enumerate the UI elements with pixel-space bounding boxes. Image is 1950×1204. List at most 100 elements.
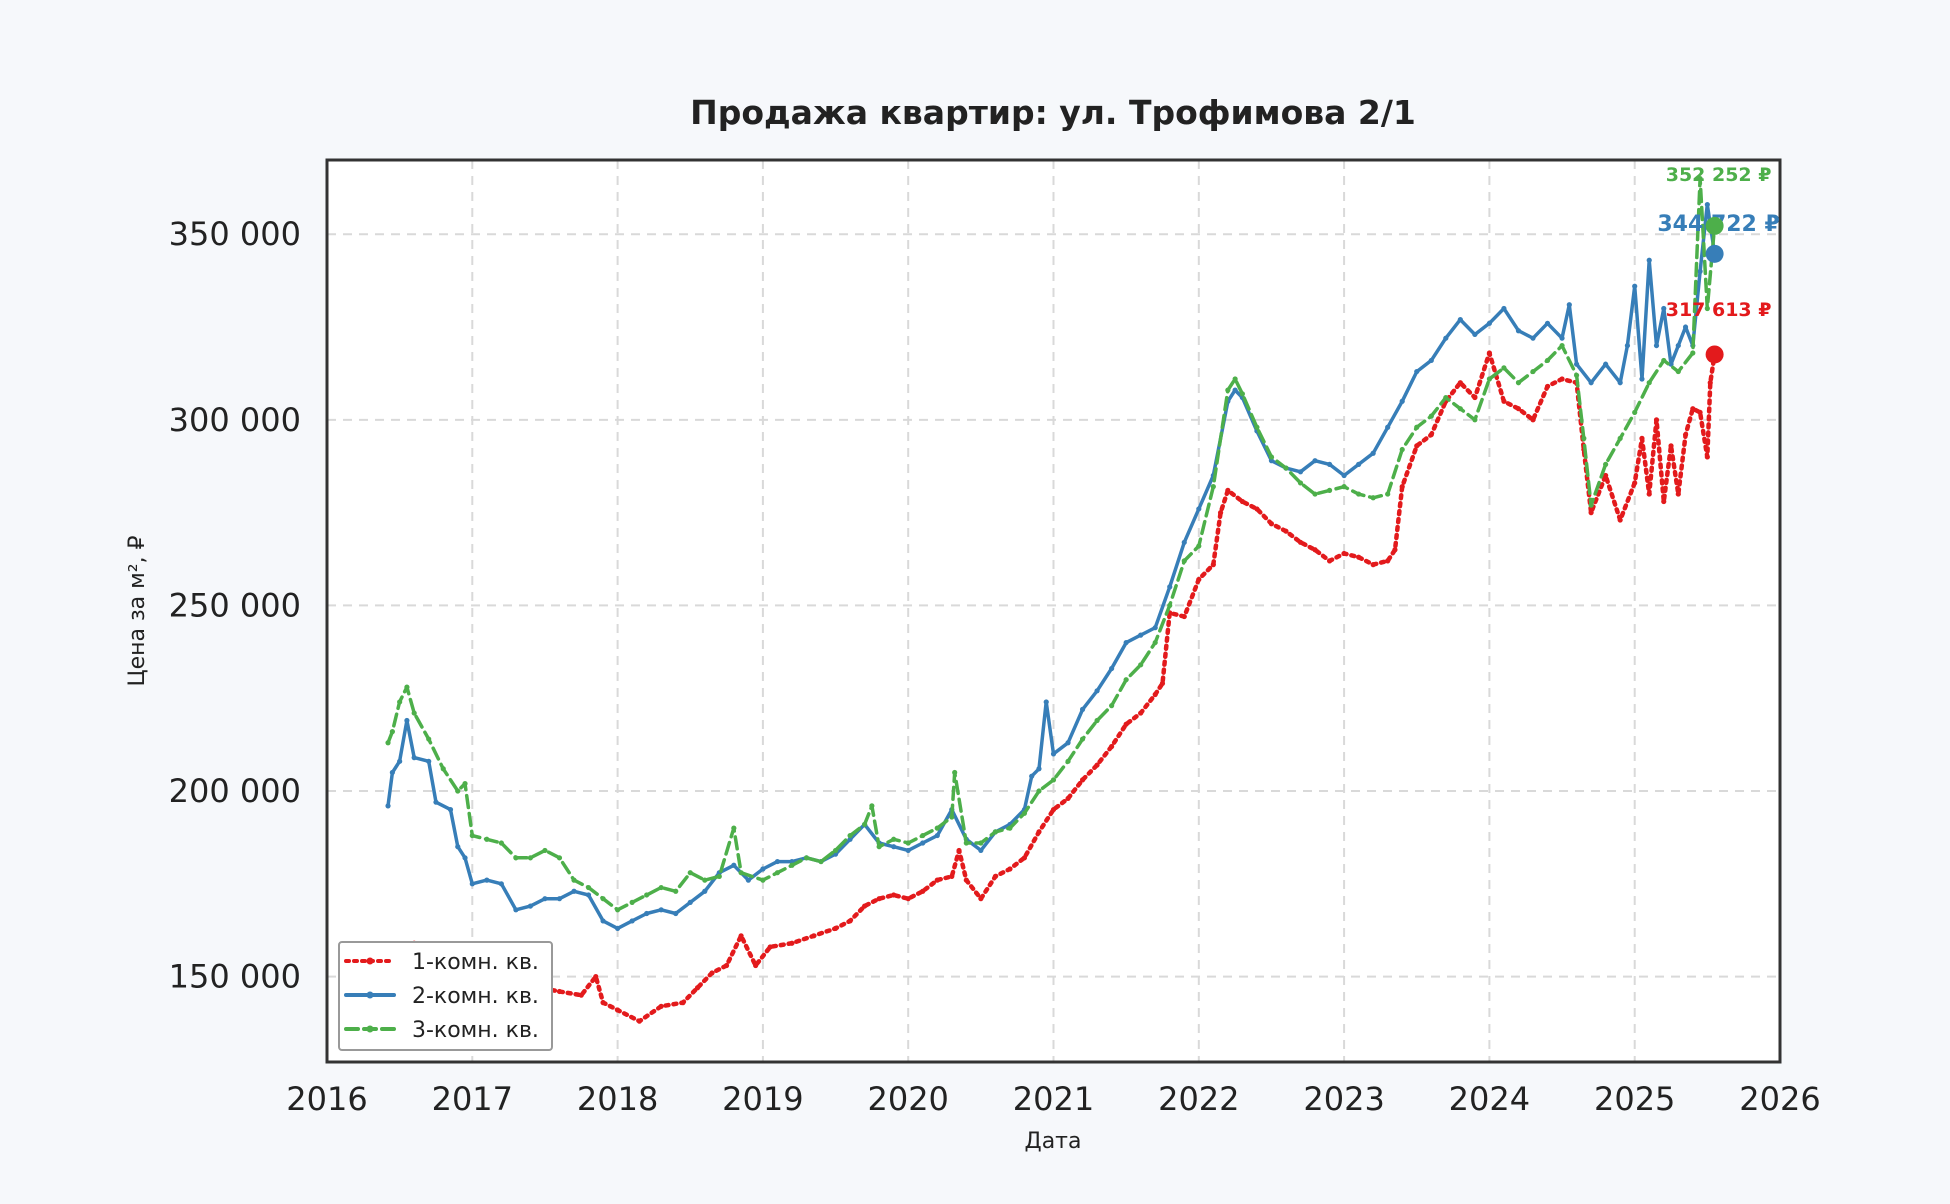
data-point (447, 806, 454, 813)
data-point (1632, 283, 1638, 289)
data-point (673, 888, 679, 894)
data-point (411, 755, 417, 761)
data-point (1653, 342, 1660, 349)
data-point (1690, 406, 1696, 412)
data-point (1544, 320, 1551, 326)
data-point (1326, 461, 1333, 467)
data-point (1326, 558, 1333, 564)
data-point (1457, 406, 1463, 412)
data-point (615, 1007, 621, 1013)
data-point (1632, 409, 1638, 416)
data-point (891, 844, 897, 850)
data-point (920, 840, 926, 846)
data-point (1668, 361, 1674, 367)
legend: 1-комн. кв. 2-комн. кв. 3-комн. кв. (338, 941, 553, 1051)
data-point (832, 925, 839, 931)
data-point (385, 740, 391, 746)
data-point (811, 933, 817, 939)
y-tick-label: 200 000 (169, 772, 301, 810)
data-point (1232, 376, 1238, 382)
data-point (629, 918, 635, 924)
data-point (978, 847, 984, 854)
data-point (1501, 365, 1507, 371)
data-point (862, 903, 868, 909)
data-point (1356, 461, 1362, 467)
data-point (1515, 380, 1522, 386)
data-point (1617, 380, 1623, 386)
data-point (905, 847, 911, 854)
data-point (978, 840, 984, 846)
data-point (1661, 305, 1667, 312)
data-point (498, 840, 504, 846)
data-point (1559, 335, 1565, 341)
data-point (498, 881, 504, 887)
data-point (1414, 368, 1420, 375)
data-point (578, 992, 584, 998)
data-point (687, 870, 693, 876)
data-point (542, 896, 548, 902)
data-point (513, 855, 519, 861)
data-point (1268, 521, 1275, 527)
legend-label: 1-комн. кв. (412, 950, 539, 975)
data-point (1268, 454, 1275, 460)
data-point (1225, 487, 1231, 493)
y-tick-label: 250 000 (169, 586, 301, 624)
data-point (920, 832, 926, 839)
data-point (484, 877, 490, 883)
y-axis-label: Цена за м², ₽ (125, 535, 150, 686)
data-point (1617, 517, 1623, 523)
data-point (1297, 469, 1304, 475)
data-point (1428, 357, 1434, 364)
data-point (1152, 625, 1158, 631)
data-point (847, 918, 853, 924)
data-point (1210, 562, 1216, 568)
data-point (1675, 491, 1681, 497)
data-point (1297, 480, 1304, 486)
data-point (1094, 717, 1100, 724)
data-point (1123, 677, 1129, 683)
data-point (1181, 558, 1187, 564)
data-point (978, 896, 984, 902)
data-point (1414, 443, 1420, 449)
data-point (484, 836, 490, 842)
data-point (1603, 361, 1609, 367)
data-point (1079, 736, 1086, 742)
data-point (920, 888, 926, 894)
data-point (774, 858, 781, 865)
data-point (1217, 510, 1224, 516)
data-point (847, 832, 853, 839)
data-point (1486, 376, 1492, 382)
data-point (1036, 788, 1042, 794)
data-point (556, 988, 563, 995)
x-tick-label: 2018 (577, 1080, 658, 1118)
data-point (952, 769, 958, 776)
data-point (934, 832, 940, 839)
data-point (1029, 773, 1035, 779)
data-point (455, 844, 461, 850)
data-point (469, 832, 475, 839)
data-point (992, 829, 998, 835)
y-tick-label: 300 000 (169, 401, 301, 439)
data-point (956, 847, 962, 854)
data-point (1138, 662, 1144, 668)
data-point (1399, 484, 1405, 490)
data-point (585, 892, 592, 898)
data-point (1632, 480, 1638, 486)
data-point (1472, 417, 1478, 423)
data-point (527, 903, 534, 909)
data-point (1036, 766, 1042, 772)
data-point (1486, 350, 1492, 356)
data-point (1109, 665, 1115, 672)
data-point (1697, 268, 1703, 274)
data-point (1661, 357, 1667, 364)
data-point (1326, 487, 1333, 493)
data-point (1007, 866, 1013, 872)
end-point-marker (1705, 216, 1724, 235)
data-point (1646, 257, 1652, 263)
data-point (1138, 710, 1144, 716)
data-point (462, 855, 468, 861)
data-point (1697, 409, 1703, 416)
data-point (1661, 498, 1667, 505)
data-point (1138, 632, 1144, 638)
x-tick-label: 2026 (1739, 1080, 1820, 1118)
